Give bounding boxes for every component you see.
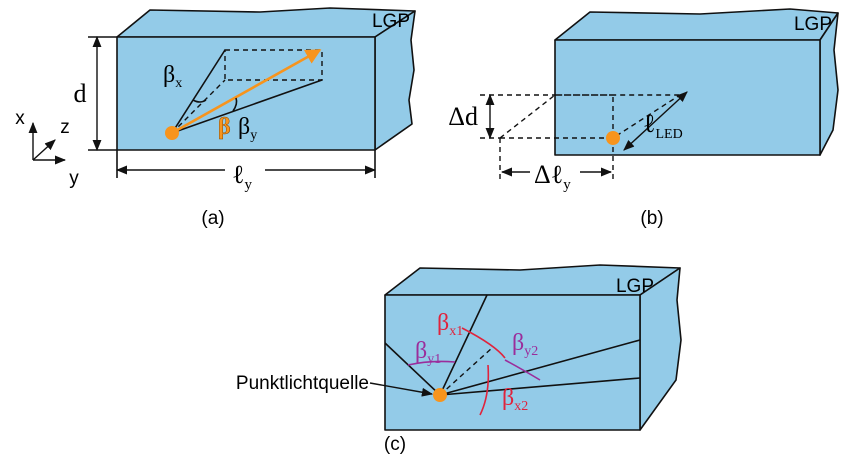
symbol: β — [502, 385, 514, 411]
caption: (c) — [384, 434, 406, 455]
symbol: β — [163, 62, 175, 88]
symbol: Δℓ — [534, 160, 563, 189]
subscript: y2 — [524, 344, 538, 359]
symbol: β — [437, 310, 449, 336]
height-label: d — [74, 79, 87, 108]
light-source — [433, 388, 447, 402]
axis-z — [33, 140, 55, 160]
block-label: LGP — [616, 276, 654, 297]
source-label: Punktlichtquelle — [236, 373, 369, 394]
symbol: β — [512, 330, 524, 356]
block-label: LGP — [794, 14, 832, 35]
caption: (b) — [640, 208, 663, 229]
panel-c: LGP βx1 βy1 βy2 βx2 Punktlichtquelle (c) — [236, 265, 681, 455]
light-source — [165, 126, 179, 140]
block-label: LGP — [372, 11, 410, 32]
axis-label: y — [69, 168, 79, 189]
subscript: x1 — [449, 324, 463, 339]
subscript: LED — [655, 127, 682, 142]
subscript: y — [244, 177, 252, 193]
symbol: ℓ — [643, 109, 655, 138]
block-top — [117, 8, 415, 37]
subscript: y — [250, 128, 257, 143]
subscript: y — [563, 177, 571, 193]
subscript: y1 — [427, 352, 441, 367]
light-source — [606, 131, 620, 145]
angle-label: β — [218, 114, 231, 140]
axis-label: x — [15, 108, 25, 129]
panel-a: LGP d x z y ℓy βx β βy (a) — [15, 8, 415, 229]
offset-d-label: Δd — [448, 102, 478, 131]
panel-b: LGP Δd Δℓy ℓLED (b) — [448, 9, 838, 229]
symbol: ℓ — [232, 160, 244, 189]
symbol: β — [238, 114, 250, 140]
subscript: x — [175, 76, 182, 91]
figure: LGP d x z y ℓy βx β βy (a) LGP Δd Δℓy ℓL… — [0, 0, 841, 459]
symbol: β — [415, 338, 427, 364]
subscript: x2 — [514, 399, 528, 414]
caption: (a) — [201, 208, 224, 229]
axis-label: z — [60, 117, 70, 138]
